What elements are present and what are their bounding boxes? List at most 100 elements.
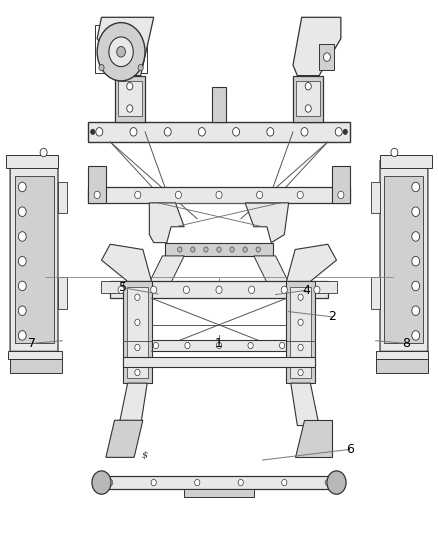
Bar (385, 176, 423, 343)
Polygon shape (212, 87, 226, 122)
Polygon shape (10, 160, 58, 351)
Bar (110, 281, 328, 298)
Circle shape (18, 256, 26, 266)
Circle shape (256, 247, 260, 252)
Circle shape (305, 83, 311, 90)
Circle shape (135, 319, 140, 326)
Circle shape (117, 46, 125, 57)
Polygon shape (293, 17, 341, 76)
Polygon shape (149, 203, 184, 243)
Circle shape (238, 479, 244, 486)
Circle shape (127, 83, 133, 90)
Circle shape (204, 247, 208, 252)
Polygon shape (315, 281, 336, 293)
Circle shape (178, 247, 182, 252)
Bar (297, 81, 320, 116)
Polygon shape (291, 383, 319, 425)
Circle shape (99, 64, 104, 71)
Text: 7: 7 (28, 337, 36, 350)
Polygon shape (58, 182, 67, 214)
Polygon shape (371, 277, 380, 309)
Polygon shape (102, 281, 123, 293)
Circle shape (135, 344, 140, 351)
Polygon shape (8, 351, 62, 359)
Circle shape (305, 105, 311, 112)
Text: 2: 2 (328, 310, 336, 324)
Bar (184, 489, 254, 497)
Bar (123, 281, 152, 383)
Circle shape (97, 22, 145, 81)
Circle shape (243, 247, 247, 252)
Circle shape (184, 286, 189, 294)
Bar (118, 81, 141, 116)
Circle shape (135, 191, 141, 199)
Circle shape (391, 148, 398, 157)
Circle shape (216, 191, 222, 199)
Circle shape (216, 286, 222, 294)
Bar (123, 357, 315, 367)
Circle shape (175, 191, 181, 199)
Circle shape (257, 191, 263, 199)
Circle shape (281, 286, 287, 294)
Circle shape (127, 105, 133, 112)
Circle shape (164, 127, 171, 136)
Polygon shape (380, 155, 432, 168)
Circle shape (40, 148, 47, 157)
Circle shape (301, 127, 308, 136)
Circle shape (298, 369, 303, 376)
Bar (88, 122, 350, 142)
Circle shape (138, 64, 143, 71)
Text: 5: 5 (119, 281, 127, 294)
Circle shape (297, 191, 303, 199)
Circle shape (153, 342, 159, 349)
Circle shape (118, 286, 124, 294)
Polygon shape (97, 17, 154, 76)
Circle shape (18, 306, 26, 316)
Circle shape (151, 286, 157, 294)
Bar (127, 287, 148, 378)
Circle shape (216, 342, 222, 349)
Circle shape (412, 306, 420, 316)
Circle shape (185, 342, 190, 349)
Polygon shape (376, 359, 428, 373)
Circle shape (412, 232, 420, 241)
Text: 6: 6 (346, 443, 353, 456)
Circle shape (343, 129, 347, 134)
Polygon shape (106, 420, 143, 457)
Polygon shape (102, 244, 152, 281)
Circle shape (135, 369, 140, 376)
Circle shape (298, 319, 303, 326)
Polygon shape (245, 203, 289, 243)
Polygon shape (115, 76, 145, 122)
Circle shape (412, 281, 420, 290)
Bar (332, 166, 350, 203)
Polygon shape (6, 155, 58, 168)
Polygon shape (376, 351, 428, 359)
Circle shape (91, 129, 95, 134)
Polygon shape (119, 383, 147, 425)
Circle shape (298, 294, 303, 301)
Bar (152, 340, 286, 351)
Circle shape (412, 182, 420, 192)
Text: 4: 4 (302, 284, 310, 297)
Circle shape (298, 344, 303, 351)
Circle shape (96, 127, 103, 136)
Circle shape (233, 127, 240, 136)
Polygon shape (149, 256, 184, 282)
Circle shape (130, 127, 137, 136)
Circle shape (108, 479, 113, 486)
Polygon shape (293, 76, 323, 122)
Circle shape (18, 281, 26, 290)
Circle shape (217, 247, 221, 252)
Circle shape (191, 247, 195, 252)
Circle shape (94, 191, 100, 199)
Circle shape (338, 191, 344, 199)
Circle shape (18, 182, 26, 192)
Bar (88, 166, 106, 203)
Circle shape (282, 479, 287, 486)
Circle shape (151, 479, 156, 486)
Circle shape (194, 479, 200, 486)
Circle shape (412, 256, 420, 266)
Polygon shape (10, 359, 62, 373)
Text: $: $ (142, 450, 148, 459)
